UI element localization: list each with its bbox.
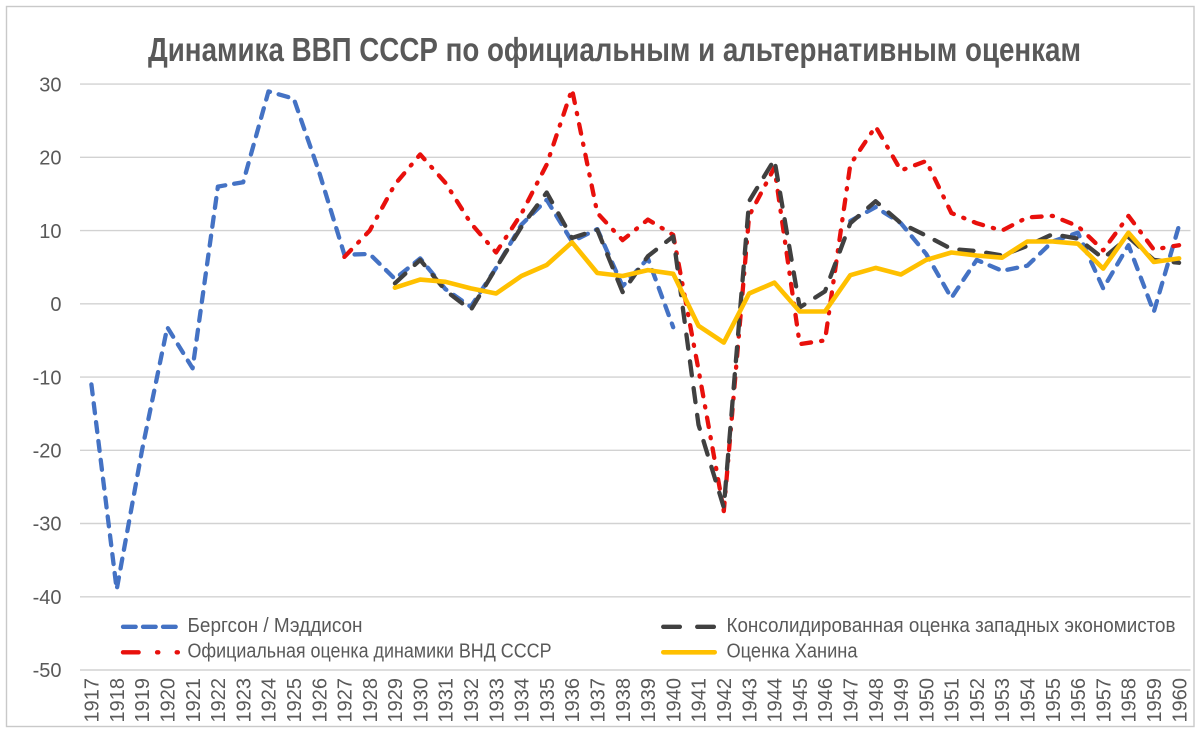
svg-text:1949: 1949 bbox=[891, 678, 913, 723]
svg-text:-50: -50 bbox=[33, 660, 62, 682]
svg-text:20: 20 bbox=[39, 148, 61, 170]
svg-text:1923: 1923 bbox=[233, 678, 255, 723]
svg-text:1932: 1932 bbox=[461, 678, 483, 723]
svg-text:Официальная оценка динамики ВН: Официальная оценка динамики ВНД СССР bbox=[188, 641, 552, 663]
svg-text:1930: 1930 bbox=[410, 678, 432, 723]
svg-text:1955: 1955 bbox=[1043, 678, 1065, 723]
svg-text:1928: 1928 bbox=[360, 678, 382, 723]
svg-text:Консолидированная оценка запад: Консолидированная оценка западных эконом… bbox=[727, 615, 1176, 637]
svg-text:-40: -40 bbox=[33, 587, 62, 609]
svg-text:1919: 1919 bbox=[132, 678, 154, 723]
svg-text:1948: 1948 bbox=[866, 678, 888, 723]
svg-text:1957: 1957 bbox=[1093, 678, 1115, 723]
svg-text:-10: -10 bbox=[33, 367, 62, 389]
svg-text:1929: 1929 bbox=[385, 678, 407, 723]
svg-text:1944: 1944 bbox=[765, 678, 787, 723]
svg-text:1953: 1953 bbox=[992, 678, 1014, 723]
svg-text:Динамика ВВП СССР по официальн: Динамика ВВП СССР по официальным и альте… bbox=[148, 31, 1081, 68]
svg-text:0: 0 bbox=[50, 294, 61, 316]
svg-text:1933: 1933 bbox=[486, 678, 508, 723]
svg-text:-20: -20 bbox=[33, 441, 62, 463]
svg-text:1936: 1936 bbox=[562, 678, 584, 723]
svg-text:1943: 1943 bbox=[739, 678, 761, 723]
svg-text:1941: 1941 bbox=[689, 678, 711, 723]
svg-text:Бергсон / Мэддисон: Бергсон / Мэддисон bbox=[188, 615, 363, 637]
svg-text:1942: 1942 bbox=[714, 678, 736, 723]
svg-text:1935: 1935 bbox=[537, 678, 559, 723]
svg-text:1937: 1937 bbox=[588, 678, 610, 723]
svg-text:1931: 1931 bbox=[436, 678, 458, 723]
svg-text:1938: 1938 bbox=[613, 678, 635, 723]
svg-text:1921: 1921 bbox=[183, 678, 205, 723]
svg-text:1918: 1918 bbox=[107, 678, 129, 723]
svg-text:1954: 1954 bbox=[1018, 678, 1040, 723]
svg-text:1947: 1947 bbox=[841, 678, 863, 723]
svg-text:1926: 1926 bbox=[309, 678, 331, 723]
svg-text:1939: 1939 bbox=[638, 678, 660, 723]
svg-text:1924: 1924 bbox=[259, 678, 281, 723]
svg-text:1925: 1925 bbox=[284, 678, 306, 723]
svg-text:1960: 1960 bbox=[1169, 678, 1191, 723]
svg-text:1917: 1917 bbox=[82, 678, 104, 723]
svg-text:1952: 1952 bbox=[967, 678, 989, 723]
svg-text:1951: 1951 bbox=[942, 678, 964, 723]
svg-text:1959: 1959 bbox=[1144, 678, 1166, 723]
svg-text:Оценка Ханина: Оценка Ханина bbox=[727, 641, 859, 663]
svg-text:1956: 1956 bbox=[1068, 678, 1090, 723]
svg-text:1958: 1958 bbox=[1119, 678, 1141, 723]
svg-text:10: 10 bbox=[39, 221, 61, 243]
svg-text:1927: 1927 bbox=[335, 678, 357, 723]
svg-text:1934: 1934 bbox=[512, 678, 534, 723]
svg-text:-30: -30 bbox=[33, 514, 62, 536]
svg-text:30: 30 bbox=[39, 74, 61, 96]
svg-text:1940: 1940 bbox=[663, 678, 685, 723]
svg-text:1945: 1945 bbox=[790, 678, 812, 723]
svg-text:1950: 1950 bbox=[916, 678, 938, 723]
svg-text:1922: 1922 bbox=[208, 678, 230, 723]
svg-text:1946: 1946 bbox=[815, 678, 837, 723]
svg-text:1920: 1920 bbox=[158, 678, 180, 723]
